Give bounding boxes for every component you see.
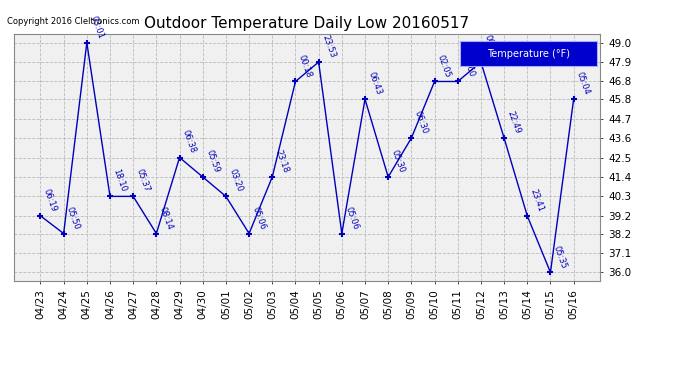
Text: 05:59: 05:59 — [204, 149, 221, 174]
Text: 05:04: 05:04 — [575, 71, 591, 96]
Text: 03:20: 03:20 — [227, 168, 244, 194]
Text: 22:49: 22:49 — [506, 110, 522, 135]
Text: 06:43: 06:43 — [366, 71, 383, 96]
Text: 05:35: 05:35 — [552, 244, 569, 270]
Text: 05:06: 05:06 — [250, 205, 267, 231]
Text: 23:53: 23:53 — [320, 34, 337, 59]
Text: 08:14: 08:14 — [158, 205, 175, 231]
Text: Copyright 2016 Cleltronics.com: Copyright 2016 Cleltronics.com — [7, 17, 139, 26]
Text: 00:18: 00:18 — [297, 53, 313, 79]
Text: 03:60: 03:60 — [459, 53, 476, 79]
Text: 05:30: 05:30 — [390, 148, 406, 174]
Text: 06:30: 06:30 — [413, 110, 429, 135]
Text: 02:05: 02:05 — [436, 53, 453, 79]
Text: 03:01: 03:01 — [88, 14, 105, 40]
Text: 06:19: 06:19 — [42, 188, 59, 213]
Text: 06:38: 06:38 — [181, 129, 197, 155]
Title: Outdoor Temperature Daily Low 20160517: Outdoor Temperature Daily Low 20160517 — [144, 16, 470, 31]
Text: 23:41: 23:41 — [529, 188, 545, 213]
Text: 05:50: 05:50 — [65, 206, 81, 231]
Text: 00:17: 00:17 — [482, 34, 499, 59]
Text: 18:10: 18:10 — [111, 168, 128, 194]
Text: 23:18: 23:18 — [274, 148, 290, 174]
Text: 05:37: 05:37 — [135, 168, 151, 194]
Text: 05:06: 05:06 — [343, 205, 359, 231]
